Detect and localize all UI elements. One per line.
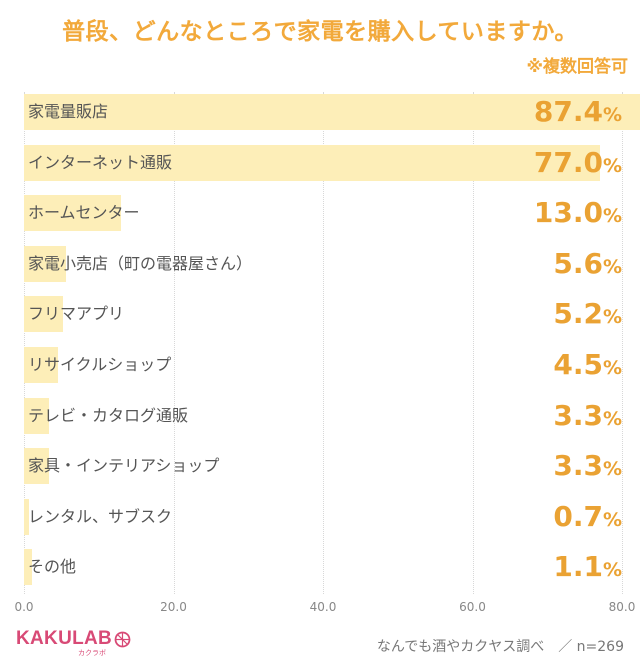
percent-sign: %	[602, 104, 622, 126]
value-label: 13.0%	[534, 193, 622, 233]
gridline	[472, 92, 474, 594]
category-label: リサイクルショップ	[28, 355, 172, 374]
value-number: 4.5	[553, 348, 603, 381]
x-tick-label: 60.0	[459, 600, 486, 614]
value-label: 0.7%	[553, 497, 622, 537]
bar	[24, 144, 600, 181]
value-label: 1.1%	[553, 547, 622, 587]
value-number: 1.1	[553, 550, 603, 584]
x-tick-label: 20.0	[160, 600, 187, 614]
value-label: 5.2%	[553, 294, 622, 334]
x-tick-label: 0.0	[14, 600, 34, 614]
percent-sign: %	[602, 407, 622, 430]
percent-sign: %	[602, 458, 622, 481]
percent-sign: %	[602, 154, 622, 177]
category-label: ホームセンター	[28, 203, 140, 223]
category-label: その他	[28, 557, 77, 577]
bar	[24, 549, 33, 586]
gridline	[622, 92, 623, 594]
bar	[24, 245, 66, 282]
x-tick-label: 40.0	[309, 600, 337, 614]
multiple-answer-note: ※複数回答可	[526, 57, 628, 77]
percent-sign: %	[602, 508, 622, 531]
value-number: 87.4	[533, 95, 603, 128]
gridline	[173, 92, 175, 594]
logo-subtitle: カクラボ	[78, 649, 106, 657]
category-label: 家具・インテリアショップ	[28, 456, 220, 476]
value-label: 5.6%	[553, 244, 622, 284]
category-label: インターネット通販	[28, 152, 173, 172]
bar	[24, 195, 122, 232]
bottle-cap-icon	[114, 631, 131, 648]
logo-text: KAKULAB	[16, 628, 113, 649]
data-source: なんでも酒やカクヤス調べ ／ n=269	[376, 639, 624, 655]
value-number: 5.2	[553, 297, 603, 331]
gridline	[323, 92, 324, 594]
bar	[24, 498, 30, 535]
value-label: 77.0%	[534, 143, 622, 183]
bar	[24, 448, 49, 485]
value-label: 3.3%	[553, 446, 622, 486]
category-label: テレビ・カタログ通販	[28, 405, 189, 425]
value-number: 3.3	[553, 398, 603, 432]
category-label: フリマアプリ	[28, 304, 125, 324]
chart-title: 普段、どんなところで家電を購入していますか。	[62, 19, 578, 45]
x-tick-label: 80.0	[608, 600, 636, 614]
percent-sign: %	[602, 205, 622, 228]
percent-sign: %	[602, 255, 622, 278]
percent-sign: %	[602, 357, 622, 379]
bar	[24, 347, 58, 383]
value-number: 13.0	[533, 196, 603, 230]
category-label: 家電小売店（町の電器屋さん）	[28, 253, 253, 273]
bar	[24, 397, 49, 434]
value-number: 77.0	[533, 145, 603, 179]
percent-sign: %	[602, 559, 622, 582]
value-label: 4.5%	[553, 345, 622, 385]
kakulabo-logo: KAKULAB カクラボ	[16, 628, 131, 657]
gridline	[24, 92, 25, 594]
value-number: 5.6	[553, 246, 603, 280]
percent-sign: %	[602, 306, 622, 329]
value-number: 0.7	[553, 499, 603, 533]
value-label: 3.3%	[553, 396, 622, 436]
category-label: 家電量販店	[28, 102, 109, 121]
value-label: 87.4%	[534, 92, 622, 132]
bar	[24, 296, 63, 333]
category-label: レンタル、サブスク	[28, 506, 173, 526]
value-number: 3.3	[553, 449, 603, 483]
bar	[24, 94, 640, 130]
